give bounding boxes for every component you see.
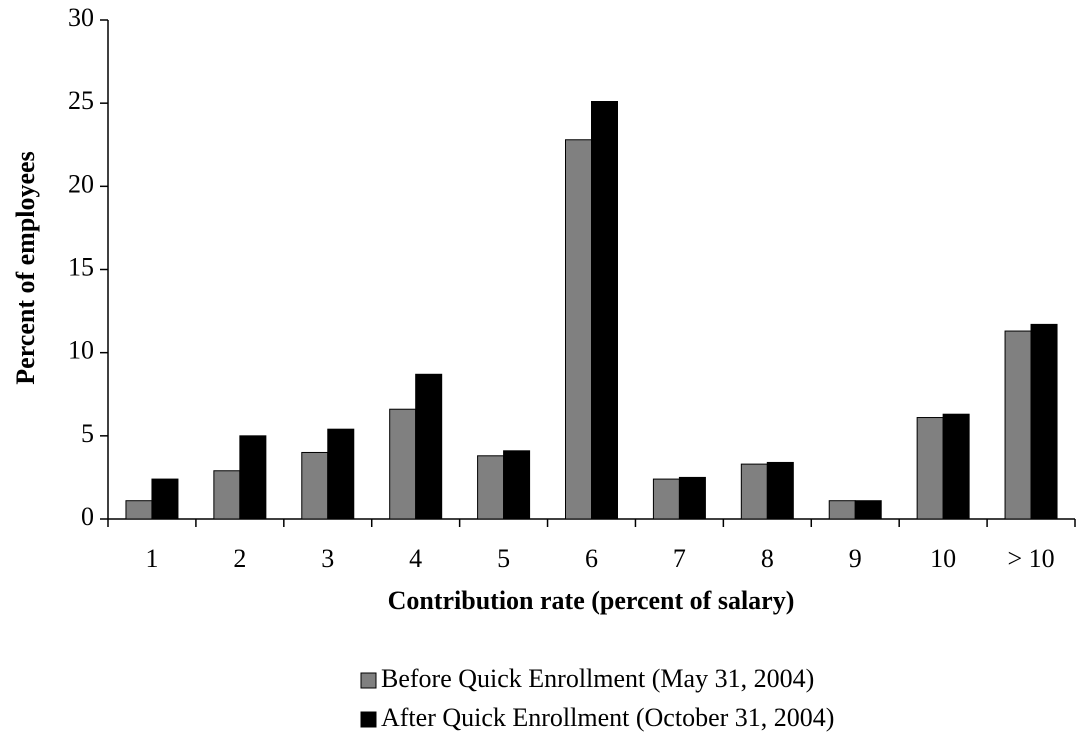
x-tick-label: 1 [145,544,158,573]
y-tick-label: 30 [68,3,94,32]
y-tick-label: 20 [68,169,94,198]
bar [301,451,329,520]
x-tick-label: 2 [233,544,246,573]
x-tick-label: 8 [761,544,774,573]
y-tick-label: 0 [81,502,94,531]
x-tick-label: 6 [585,544,598,573]
bar [239,435,267,520]
bar [942,413,970,520]
bar [740,463,768,520]
bar [828,500,856,520]
bar [854,500,882,520]
y-tick-label: 25 [68,86,94,115]
x-tick-label: 10 [930,544,956,573]
x-tick-label: 3 [321,544,334,573]
legend-label: Before Quick Enrollment (May 31, 2004) [381,664,814,693]
bar [415,373,443,520]
bar [125,500,153,520]
legend-label: After Quick Enrollment (October 31, 2004… [381,703,834,732]
x-tick-label: 9 [849,544,862,573]
x-axis-title: Contribution rate (percent of salary) [388,586,795,615]
bar [565,139,592,520]
bar [766,461,794,520]
legend: Before Quick Enrollment (May 31, 2004) A… [360,664,834,732]
bar [503,450,531,520]
bar [151,478,179,520]
bar [213,470,241,520]
legend-swatch [360,672,377,689]
bar [1004,330,1032,520]
legend-swatch [360,711,377,728]
x-tick-label: 4 [409,544,422,573]
bar [652,478,680,520]
bar [678,476,706,520]
y-tick-label: 5 [81,419,94,448]
x-tick-label: > 10 [1007,544,1054,573]
y-axis-title: Percent of employees [11,151,40,384]
bar [1030,323,1058,520]
bar [477,455,505,520]
bar [591,101,618,520]
bar [389,408,417,520]
x-tick-label: 5 [497,544,510,573]
y-tick-label: 15 [68,252,94,281]
bar [916,417,944,520]
y-tick-label: 10 [68,336,94,365]
bar [327,428,355,520]
x-tick-label: 7 [673,544,686,573]
